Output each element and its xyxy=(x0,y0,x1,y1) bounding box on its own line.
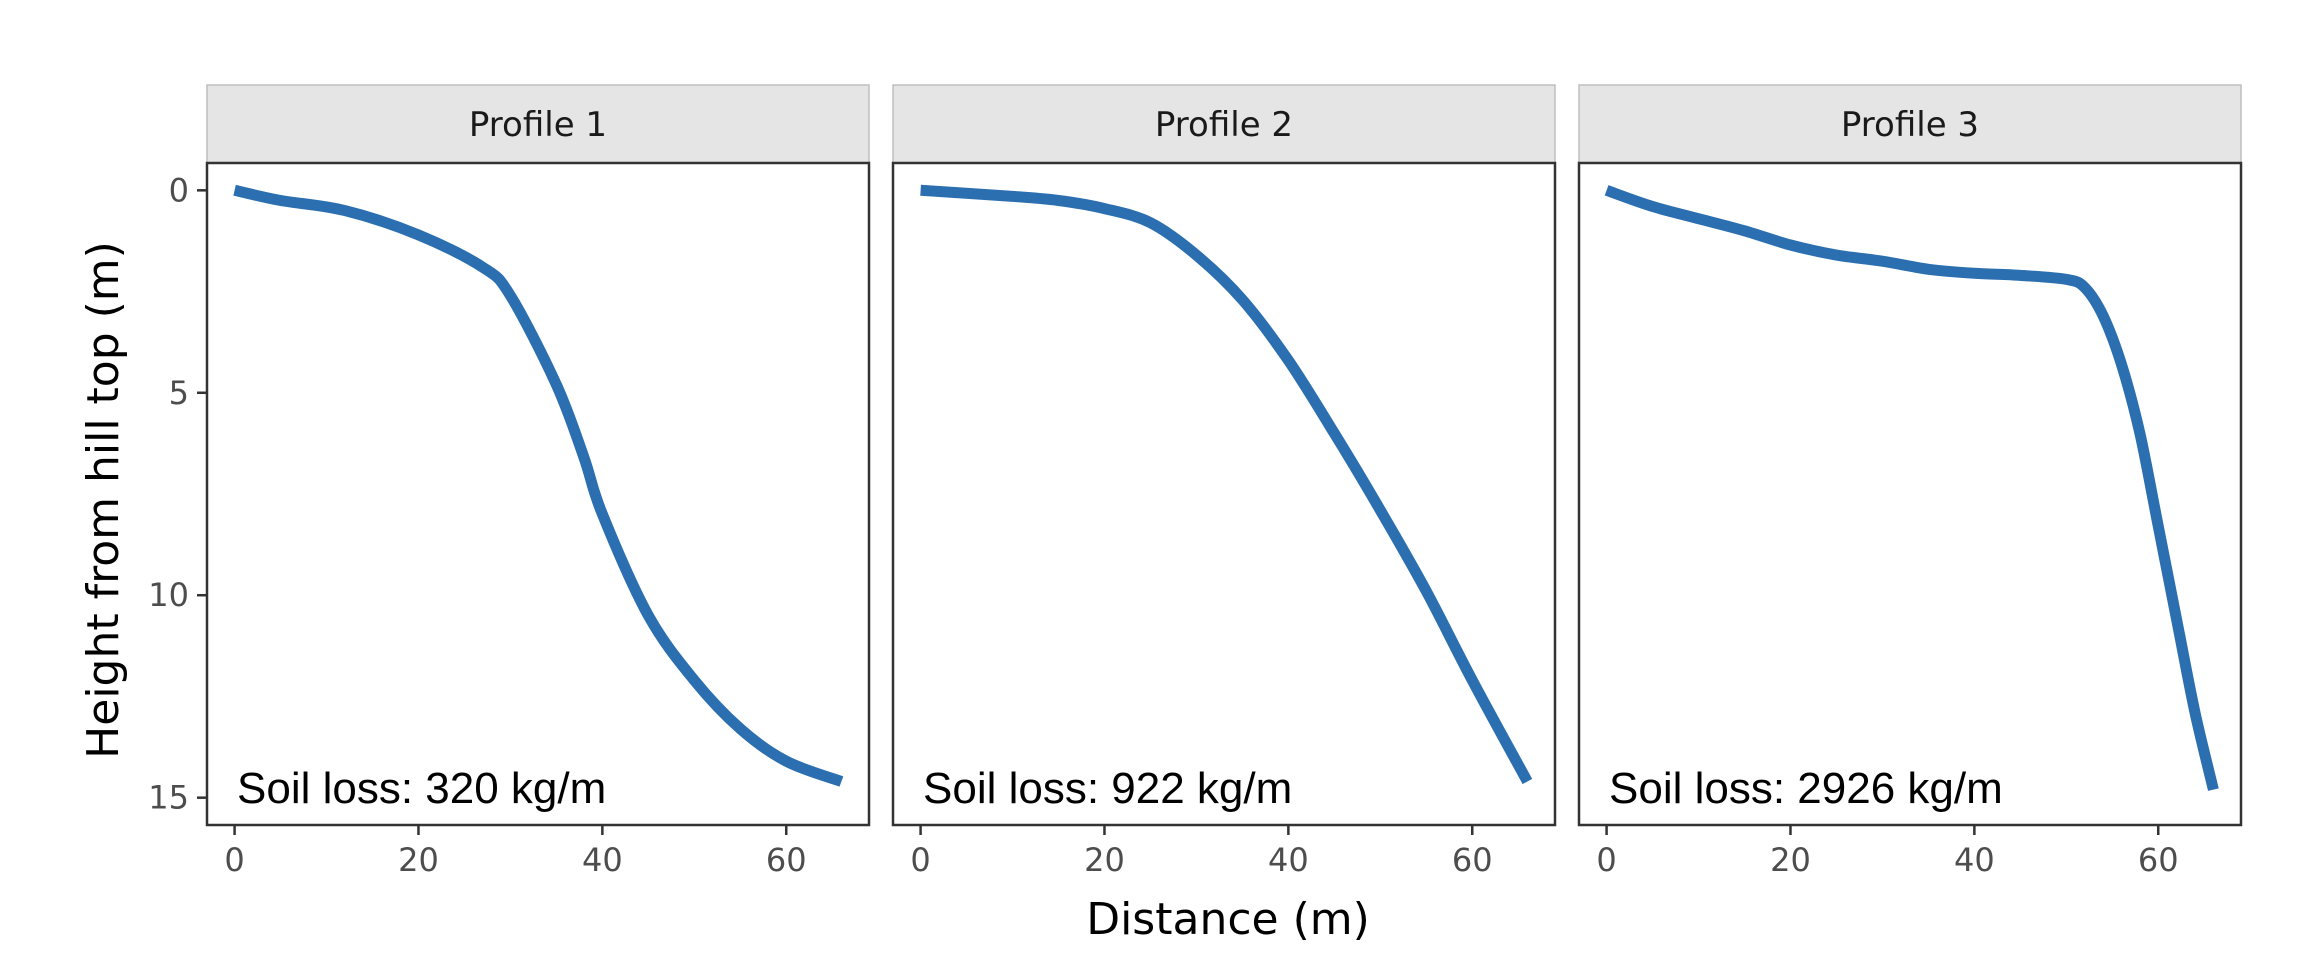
y-tick-label: 15 xyxy=(148,779,189,817)
x-tick-label: 0 xyxy=(1596,841,1616,879)
x-tick-label: 40 xyxy=(582,841,623,879)
x-tick-label: 0 xyxy=(910,841,930,879)
x-tick-label: 40 xyxy=(1268,841,1309,879)
x-tick-label: 20 xyxy=(1084,841,1125,879)
x-tick-label: 20 xyxy=(398,841,439,879)
panel-title: Profile 1 xyxy=(469,105,607,145)
y-tick-label: 0 xyxy=(169,171,189,209)
y-tick-label: 5 xyxy=(169,374,189,412)
panel-strip xyxy=(206,84,870,164)
profile-line xyxy=(233,184,844,787)
x-tick-label: 20 xyxy=(1770,841,1811,879)
panels-layer: Profile 1 0 20 40 60 0 5 10 15 Soil loss: 320 kg/… xyxy=(148,84,2243,879)
panel-title: Profile 2 xyxy=(1155,105,1293,145)
panel-plot-area xyxy=(1577,161,2243,827)
panel-strip xyxy=(1578,84,2242,164)
y-axis-title: Height from hill top (m) xyxy=(78,241,129,759)
y-tick-label: 10 xyxy=(148,576,189,614)
panel-plot-area xyxy=(891,161,1557,827)
soil-loss-annotation: Soil loss: 922 kg/m xyxy=(923,764,1292,813)
soil-loss-annotation: Soil loss: 2926 kg/m xyxy=(1609,764,2003,813)
soil-loss-annotation: Soil loss: 320 kg/m xyxy=(237,764,606,813)
panel-title: Profile 3 xyxy=(1841,105,1979,145)
profile-line xyxy=(920,184,1533,785)
profile-line xyxy=(1604,185,2219,791)
x-tick-label: 60 xyxy=(1452,841,1493,879)
x-tick-label: 40 xyxy=(1954,841,1995,879)
x-tick-label: 0 xyxy=(224,841,244,879)
panel-3: Profile 3 0 20 40 60 Soil loss: 2926 kg/m xyxy=(1577,84,2243,879)
panel-2: Profile 2 0 20 40 60 Soil loss: 922 kg/m xyxy=(891,84,1557,879)
panel-1: Profile 1 0 20 40 60 0 5 10 15 Soil loss: 320 kg/… xyxy=(148,84,871,879)
x-tick-label: 60 xyxy=(766,841,807,879)
x-axis-title: Distance (m) xyxy=(1086,894,1370,945)
panel-plot-area xyxy=(205,161,871,827)
x-tick-label: 60 xyxy=(2138,841,2179,879)
